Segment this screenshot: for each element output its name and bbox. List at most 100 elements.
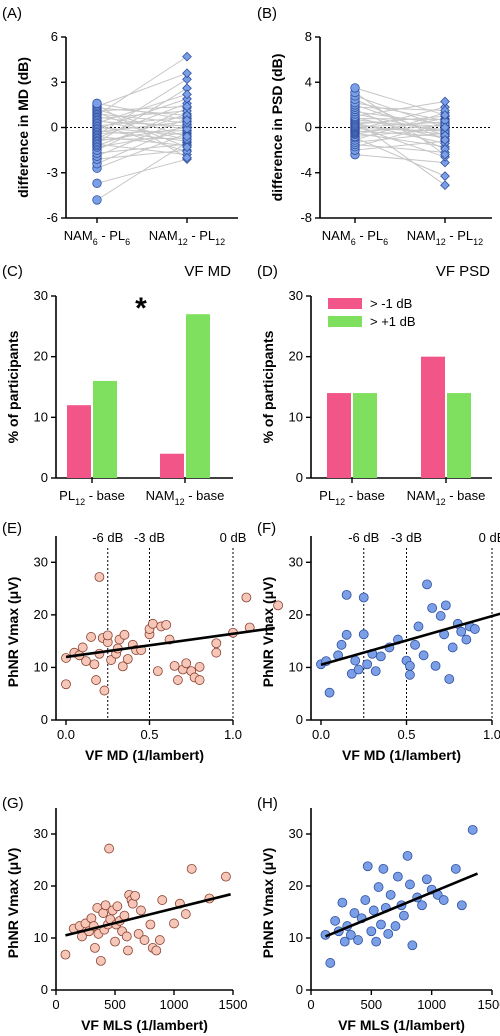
y-tick-label: 0 bbox=[51, 120, 58, 135]
legend-swatch bbox=[328, 298, 362, 309]
data-point bbox=[121, 931, 132, 942]
threshold-label: -6 dB bbox=[92, 530, 123, 545]
pair-connector bbox=[354, 104, 446, 136]
data-point bbox=[336, 639, 347, 650]
data-point bbox=[145, 919, 156, 930]
bar-pink bbox=[160, 453, 184, 478]
data-point bbox=[139, 935, 150, 945]
data-point bbox=[467, 824, 478, 835]
x-category-label: NAM6 - PL6 bbox=[64, 228, 130, 247]
data-point bbox=[221, 871, 231, 882]
y-tick-label: 20 bbox=[34, 607, 48, 622]
panel-letter: (E) bbox=[2, 520, 22, 537]
data-point bbox=[447, 642, 458, 653]
y-tick-label: 10 bbox=[289, 659, 303, 674]
y-tick-label: 20 bbox=[289, 349, 303, 364]
x-tick-label: 1500 bbox=[219, 997, 248, 1012]
bar-green bbox=[186, 314, 210, 478]
data-point bbox=[273, 600, 283, 611]
data-point bbox=[90, 942, 100, 953]
y-tick-label: 4 bbox=[305, 74, 312, 89]
pair-connector bbox=[96, 107, 188, 151]
data-point bbox=[117, 661, 128, 672]
data-point bbox=[373, 882, 384, 892]
bar-pink bbox=[327, 393, 351, 478]
data-point-left bbox=[92, 195, 102, 205]
panel-d: (D) 0 10 20 30 % of participants PL12 - base NA… bbox=[257, 263, 492, 507]
data-point-right bbox=[440, 110, 450, 120]
pair-connector bbox=[96, 136, 188, 147]
y-tick-label: 3 bbox=[51, 74, 58, 89]
regression-line bbox=[320, 612, 500, 667]
data-point bbox=[81, 656, 91, 667]
data-point bbox=[194, 662, 205, 672]
data-point bbox=[77, 642, 88, 653]
data-point bbox=[341, 589, 352, 600]
data-point bbox=[371, 936, 382, 947]
y-tick-label: -4 bbox=[300, 165, 312, 180]
data-point bbox=[450, 863, 461, 874]
data-point bbox=[181, 658, 192, 669]
data-point bbox=[418, 650, 429, 661]
y-tick-label: 30 bbox=[34, 288, 48, 303]
data-point bbox=[106, 655, 116, 665]
threshold-label: -6 dB bbox=[348, 530, 379, 545]
data-point bbox=[390, 921, 401, 931]
y-tick-label: -3 bbox=[46, 165, 58, 180]
data-point-left bbox=[92, 178, 102, 189]
legend-label: > -1 dB bbox=[370, 296, 412, 311]
y-axis-label: % of participants bbox=[260, 330, 276, 443]
pair-connector bbox=[354, 122, 446, 144]
data-point bbox=[100, 900, 111, 911]
y-tick-label: 20 bbox=[34, 878, 48, 893]
x-axis-label: VF MD (1/lambert) bbox=[85, 747, 204, 763]
pair-connector bbox=[354, 108, 446, 150]
data-point bbox=[362, 861, 373, 872]
x-axis-label: VF MLS (1/lambert) bbox=[338, 1017, 465, 1033]
data-point-left bbox=[350, 83, 360, 93]
threshold-label: -3 dB bbox=[134, 530, 165, 545]
data-point bbox=[104, 843, 114, 854]
data-point bbox=[152, 666, 163, 677]
data-point bbox=[378, 863, 389, 874]
data-point-right bbox=[182, 142, 192, 152]
data-point bbox=[91, 675, 101, 685]
data-point bbox=[366, 926, 377, 937]
data-point bbox=[95, 955, 106, 966]
panel-a: (A) -6 -3 0 3 6 difference in MD (dB) NAM6 - PL… bbox=[2, 5, 238, 247]
pair-connector bbox=[354, 117, 446, 121]
threshold-label: 0 dB bbox=[479, 530, 500, 545]
data-point bbox=[407, 940, 418, 951]
pair-connector bbox=[354, 120, 446, 186]
x-tick-label: 1.0 bbox=[224, 727, 242, 742]
pair-connector bbox=[354, 122, 446, 148]
data-point-right bbox=[440, 96, 450, 107]
panel-h: (H) 0 10 20 30 PhNR Vmax (μV) 0 500 1000 1500 VF M… bbox=[257, 795, 500, 1033]
data-point bbox=[430, 660, 441, 671]
data-point bbox=[122, 654, 133, 664]
y-axis-label: % of participants bbox=[5, 330, 21, 443]
data-point bbox=[461, 634, 472, 645]
data-point bbox=[410, 639, 420, 650]
data-point bbox=[61, 653, 71, 663]
data-point bbox=[469, 624, 480, 634]
data-point bbox=[375, 651, 386, 662]
y-axis-label: PhNR Vmax (μV) bbox=[5, 577, 21, 687]
data-point-right bbox=[182, 74, 192, 85]
legend-swatch bbox=[328, 316, 362, 327]
data-point bbox=[456, 900, 467, 911]
pair-connector bbox=[96, 105, 188, 112]
x-axis-label: VF MD (1/lambert) bbox=[342, 747, 461, 763]
significance-marker: * bbox=[135, 292, 147, 325]
panel-c: (C) 0 10 20 30 % of participants PL12 - base NA… bbox=[2, 263, 233, 507]
data-point bbox=[405, 669, 415, 680]
data-point bbox=[345, 929, 356, 940]
pair-connector bbox=[354, 116, 446, 140]
data-point bbox=[339, 936, 350, 947]
pair-connector bbox=[96, 120, 188, 127]
y-tick-label: 0 bbox=[41, 982, 48, 997]
pair-connector bbox=[96, 124, 188, 153]
pair-connector bbox=[354, 98, 446, 141]
data-point bbox=[123, 945, 133, 956]
